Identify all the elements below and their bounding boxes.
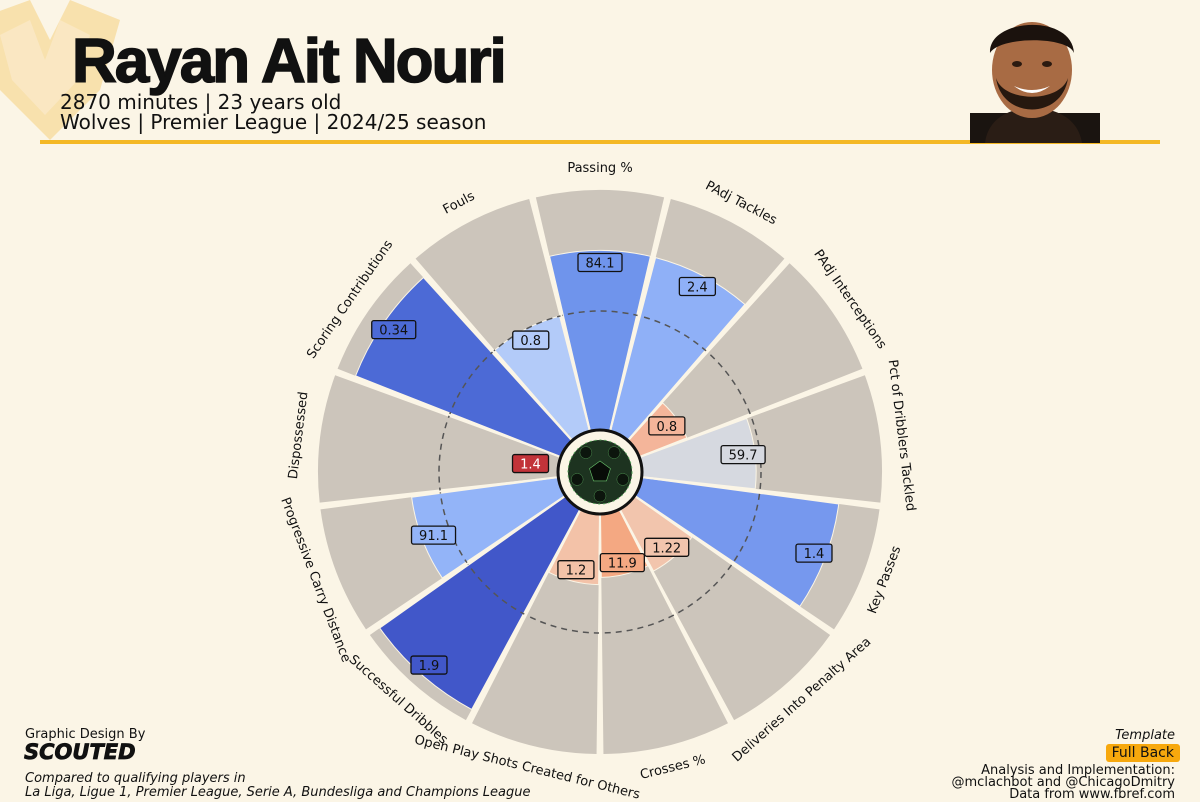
value-label: 1.22 [652,541,681,556]
template-badge: Full Back [1105,744,1180,762]
value-label: 0.8 [657,420,678,435]
slice-background [318,375,563,503]
slice-background [626,263,863,458]
value-badge: 2.4 [678,276,717,297]
value-label: 91.1 [419,529,448,544]
category-label: Fouls [441,189,478,218]
wolf-head-crest-icon [0,0,120,140]
value-label: 2.4 [687,280,708,295]
slice-divider [608,197,669,434]
value-label: 1.9 [419,659,440,674]
template-label: Template [1115,728,1175,743]
value-label: 84.1 [586,257,615,272]
value-label: 0.34 [379,324,408,339]
data-source-credit: Data from www.fbref.com [1009,787,1175,802]
category-label: Crosses % [639,752,708,783]
comparison-note-line2: La Liga, Ligue 1, Premier League, Serie … [25,785,531,800]
team-league-season-line: Wolves | Premier League | 2024/25 season [60,110,487,134]
category-label: Key Passes [865,544,904,616]
slice-divider [639,475,881,507]
value-badge: 1.22 [644,537,690,557]
value-badge: 11.9 [599,552,645,573]
analysis-credit-line1: Analysis and Implementation: [981,763,1175,778]
category-label: Passing % [567,161,632,176]
minutes-age-line: 2870 minutes | 23 years old [60,90,342,114]
value-badge: 0.8 [648,416,686,436]
value-badge: 0.8 [512,330,550,350]
value-badge: 84.1 [577,252,623,273]
slice-divider [637,371,865,459]
soccer-ball-icon [556,428,644,516]
value-label: 59.7 [729,449,758,464]
slice-divider [367,493,568,634]
scouted-logo: SCOUTED [24,740,136,765]
slice-divider [617,506,732,723]
slice-divider [531,197,592,434]
value-badge: 91.1 [410,525,457,545]
value-badge: 59.7 [720,444,766,465]
percentile-reference-ring [438,310,762,634]
header: Rayan Ait Nouri 2870 minutes | 23 years … [0,0,1200,150]
value-badge: 1.4 [795,543,833,563]
value-badge: 1.9 [410,655,448,675]
value-label: 1.4 [520,458,541,473]
value-badge: 1.2 [557,560,595,580]
value-badge: 1.4 [511,453,550,474]
value-label: 1.4 [804,547,825,562]
value-label: 1.2 [566,564,587,579]
analysis-credit-line2: @mclachbot and @ChicagoDmitry [951,775,1175,790]
slice-divider [335,371,563,459]
slice-divider [468,506,583,723]
player-name: Rayan Ait Nouri [71,26,507,97]
value-badge: 0.34 [371,319,417,340]
design-credit-label: Graphic Design By [25,727,146,742]
slice-divider [625,260,788,443]
category-label: Dispossessed [286,391,311,480]
slice-divider [632,493,833,634]
player-portrait-icon [970,22,1100,143]
value-label: 0.8 [520,334,541,349]
comparison-note-line1: Compared to qualifying players in [25,771,246,786]
slice-divider [412,260,575,443]
header-divider [40,140,1160,144]
category-label: Pct of Dribblers Tackled [885,359,918,512]
value-label: 11.9 [608,557,637,572]
slice-divider [319,475,561,507]
